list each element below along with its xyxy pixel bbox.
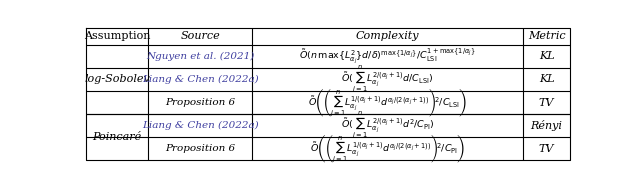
Text: Assumption: Assumption [84,31,150,41]
Text: KL: KL [539,74,554,84]
Text: $\tilde{O}(\sum_{j=1}^{n} L_{\alpha_j}^{2/(\alpha_j+1)}d^2/C_{\mathrm{PI}})$: $\tilde{O}(\sum_{j=1}^{n} L_{\alpha_j}^{… [341,110,435,141]
Text: Liang & Chen (2022a): Liang & Chen (2022a) [142,121,259,130]
Text: $\tilde{O}\left(\left(\sum_{j=1}^{n} L_{\alpha_j}^{1/(\alpha_j+1)}d^{\alpha_j/(2: $\tilde{O}\left(\left(\sum_{j=1}^{n} L_{… [310,133,465,165]
Text: $\tilde{O}(\sum_{j=1}^{n} L_{\alpha_j}^{2/(\alpha_j+1)}d/C_{\mathrm{LSI}})$: $\tilde{O}(\sum_{j=1}^{n} L_{\alpha_j}^{… [341,64,434,95]
Text: Liang & Chen (2022a): Liang & Chen (2022a) [142,75,259,84]
Text: Nguyen et al. (2021): Nguyen et al. (2021) [146,52,254,61]
Text: TV: TV [539,144,554,154]
Text: $\tilde{O}\left(\left(\sum_{j=1}^{n} L_{\alpha_j}^{1/(\alpha_j+1)}d^{\alpha_j/(2: $\tilde{O}\left(\left(\sum_{j=1}^{n} L_{… [308,86,467,119]
Text: Poincaré: Poincaré [93,132,142,142]
Text: KL: KL [539,51,554,61]
Text: $\tilde{O}(n\,\max\{L_{\alpha_j}^2\}d/\delta)^{\max\{1/\alpha_j\}}/C_{\mathrm{LS: $\tilde{O}(n\,\max\{L_{\alpha_j}^2\}d/\d… [300,47,476,66]
Text: log-Sobolev: log-Sobolev [84,74,150,84]
Text: Source: Source [180,31,220,41]
Text: Complexity: Complexity [356,31,419,41]
Text: Proposition 6: Proposition 6 [165,144,235,153]
Text: Proposition 6: Proposition 6 [165,98,235,107]
Text: TV: TV [539,97,554,108]
Text: Rényi: Rényi [531,120,563,131]
Text: Metric: Metric [528,31,565,41]
